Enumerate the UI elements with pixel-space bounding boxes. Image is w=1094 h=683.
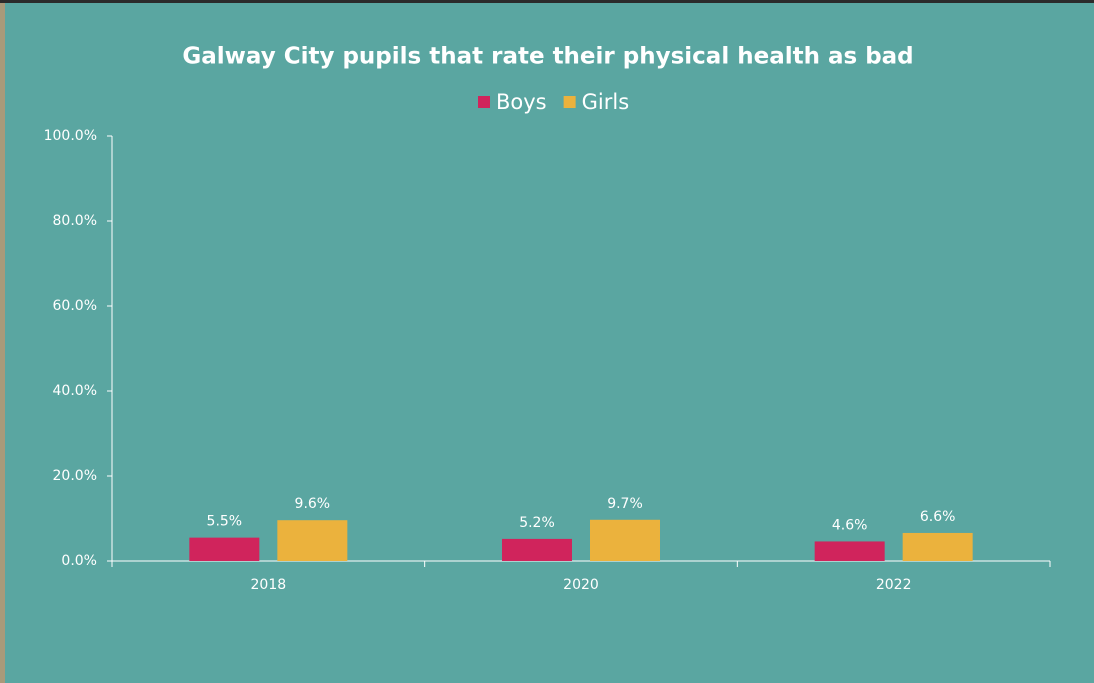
bar bbox=[189, 538, 259, 561]
value-label: 6.6% bbox=[920, 509, 956, 525]
bar bbox=[815, 541, 885, 561]
x-tick-label: 2020 bbox=[563, 577, 599, 593]
page: {"chart_data": {"type": "bar", "title": … bbox=[0, 0, 1094, 683]
left-edge bbox=[0, 3, 5, 683]
y-tick-label: 60.0% bbox=[53, 298, 97, 314]
bar bbox=[903, 533, 973, 561]
value-label: 5.5% bbox=[207, 514, 243, 530]
y-tick-label: 80.0% bbox=[53, 213, 97, 229]
legend-swatch bbox=[478, 96, 490, 108]
y-tick-label: 0.0% bbox=[61, 553, 97, 569]
bar bbox=[590, 520, 660, 561]
value-label: 9.6% bbox=[295, 496, 331, 512]
legend-swatch bbox=[564, 96, 576, 108]
y-tick-label: 40.0% bbox=[53, 383, 97, 399]
top-border bbox=[0, 0, 1094, 3]
legend-label: Girls bbox=[582, 90, 630, 114]
value-label: 5.2% bbox=[519, 515, 555, 531]
bar bbox=[502, 539, 572, 561]
legend-label: Boys bbox=[496, 90, 547, 114]
x-tick-label: 2022 bbox=[876, 577, 912, 593]
y-tick-label: 100.0% bbox=[44, 128, 97, 144]
value-label: 9.7% bbox=[607, 496, 643, 512]
y-tick-label: 20.0% bbox=[53, 468, 97, 484]
value-label: 4.6% bbox=[832, 517, 868, 533]
chart: Galway City pupils that rate their physi… bbox=[0, 0, 1094, 683]
chart-title: Galway City pupils that rate their physi… bbox=[182, 44, 913, 70]
bar bbox=[277, 520, 347, 561]
x-tick-label: 2018 bbox=[251, 577, 287, 593]
